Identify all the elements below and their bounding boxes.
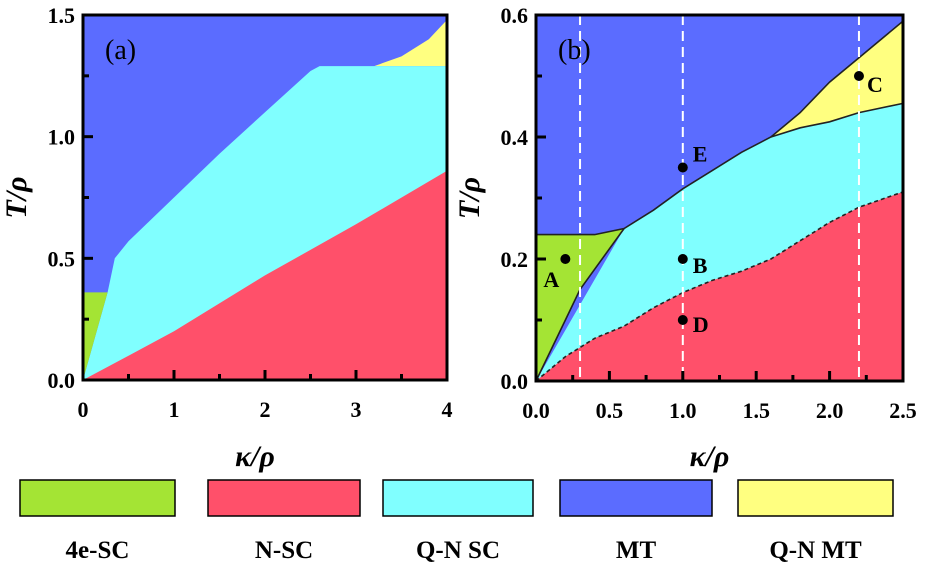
legend-label: MT <box>616 537 657 564</box>
panel-b: A B C D E 0.0 0.5 1.0 1.5 2.0 2.5 0.0 0.2 0.4 0.6 (b) κ/… <box>453 3 917 473</box>
x-tick-label: 2.0 <box>816 398 844 423</box>
point-label-A: A <box>543 267 559 292</box>
x-tick-label: 4 <box>442 397 453 422</box>
panel-label: (a) <box>105 35 136 66</box>
region-n-sc <box>83 170 447 380</box>
y-tick-label: 0.5 <box>48 246 76 271</box>
x-tick-label: 2 <box>260 397 271 422</box>
x-tick-label: 1.5 <box>742 398 770 423</box>
legend-item: 4e-SC <box>19 479 176 564</box>
point-label-C: C <box>867 72 883 97</box>
data-point-B <box>677 254 688 264</box>
legend-item: Q-N SC <box>382 479 534 564</box>
phase-boundary-line <box>535 228 625 382</box>
legend-item: N-SC <box>207 479 361 564</box>
legend: 4e-SC N-SC Q-N SC MT Q-N MT <box>19 479 894 564</box>
phase-boundary-line <box>536 20 904 236</box>
legend-item: Q-N MT <box>737 479 894 564</box>
data-point-E <box>677 162 688 173</box>
legend-label: Q-N SC <box>416 537 500 564</box>
legend-label: N-SC <box>255 537 313 564</box>
y-axis-label: T/ρ <box>453 177 486 219</box>
legend-swatch <box>382 479 534 517</box>
x-tick-label: 0.5 <box>596 398 624 423</box>
y-tick-label: 0.6 <box>501 3 529 28</box>
legend-swatch <box>207 479 361 517</box>
x-tick-label: 0 <box>78 397 89 422</box>
y-tick-label: 1.5 <box>48 3 76 28</box>
legend-swatch <box>559 479 713 517</box>
legend-swatch <box>19 479 176 517</box>
point-label-D: D <box>693 312 709 337</box>
x-axis-label: κ/ρ <box>690 440 730 473</box>
legend-item: MT <box>559 479 713 564</box>
data-point-D <box>677 315 688 325</box>
y-tick-label: 0.0 <box>48 368 76 393</box>
data-point-A <box>560 254 571 264</box>
data-point-C <box>853 71 864 81</box>
point-label-B: B <box>693 253 708 278</box>
phase-boundary-line <box>535 191 904 382</box>
x-tick-label: 2.5 <box>889 398 917 423</box>
region-4e-sc <box>83 292 108 380</box>
phase-boundary-line <box>770 102 904 138</box>
y-tick-label: 1.0 <box>48 125 76 150</box>
x-tick-label: 0.0 <box>522 398 550 423</box>
region-4e-sc <box>536 228 625 381</box>
x-tick-label: 1 <box>169 397 180 422</box>
legend-label: Q-N MT <box>769 537 862 564</box>
point-label-E: E <box>693 142 708 167</box>
panel-a: 0 1 2 3 4 0.0 0.5 1.0 1.5 (a) κ/ρ T/ρ <box>0 3 453 473</box>
region-q-n-mt <box>770 21 903 138</box>
region-q-n-mt <box>374 19 447 67</box>
x-tick-label: 3 <box>351 397 362 422</box>
legend-label: 4e-SC <box>66 537 130 564</box>
legend-swatch <box>737 479 894 517</box>
y-tick-label: 0.0 <box>501 369 529 394</box>
region-n-sc <box>536 191 903 381</box>
y-tick-label: 0.2 <box>501 247 529 272</box>
y-tick-label: 0.4 <box>501 125 529 150</box>
panel-label: (b) <box>558 35 591 66</box>
x-axis-label: κ/ρ <box>235 440 275 473</box>
y-axis-label: T/ρ <box>0 176 33 218</box>
x-tick-label: 1.0 <box>669 398 697 423</box>
